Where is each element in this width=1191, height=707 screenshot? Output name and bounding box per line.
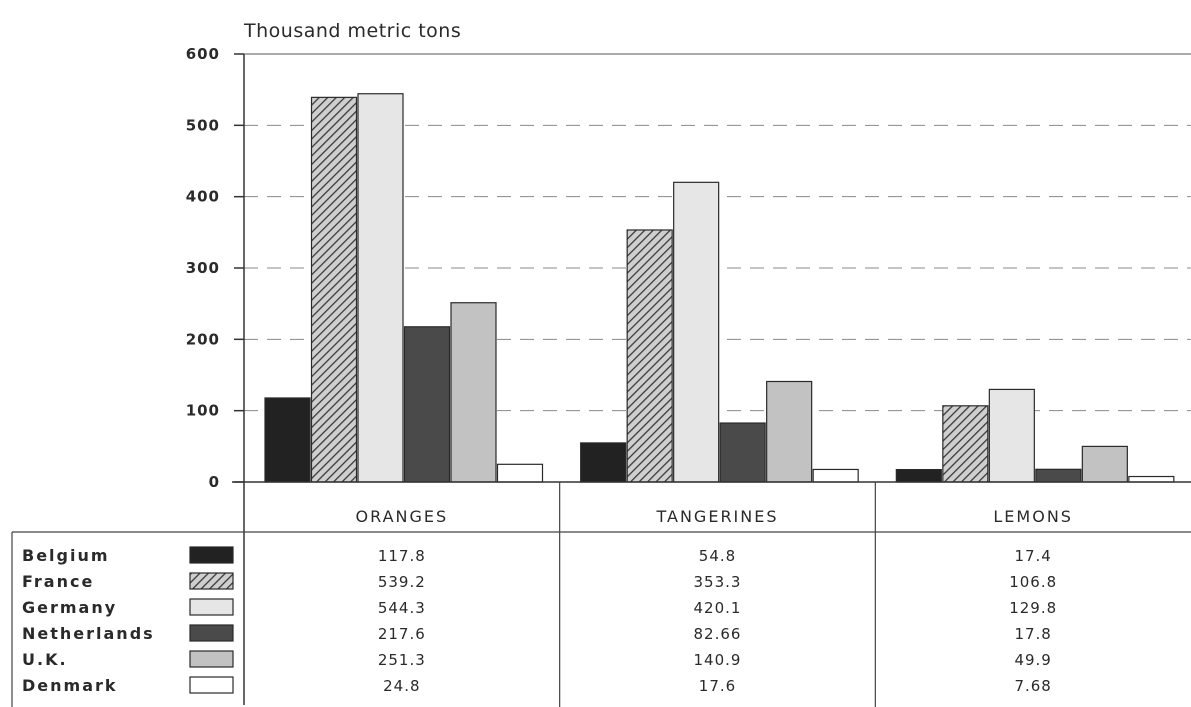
cell-denmark-tangerines: 17.6 — [699, 677, 736, 695]
cell-belgium-lemons: 17.4 — [1014, 547, 1051, 565]
cell-denmark-oranges: 24.8 — [383, 677, 420, 695]
bar-denmark-lemons — [1128, 475, 1175, 483]
cell-u-k-lemons: 49.9 — [1014, 651, 1051, 669]
bar-denmark-oranges — [496, 463, 544, 483]
bar-belgium-lemons — [895, 468, 942, 483]
cell-u-k-tangerines: 140.9 — [694, 651, 742, 669]
cell-u-k-oranges: 251.3 — [378, 651, 426, 669]
cell-germany-lemons: 129.8 — [1009, 599, 1057, 617]
bar-denmark-tangerines — [812, 468, 859, 483]
legend-label-denmark: Denmark — [22, 676, 118, 695]
y-tick-label: 300 — [186, 259, 220, 277]
bar-germany-tangerines — [673, 181, 720, 483]
bar-netherlands-oranges — [403, 326, 451, 483]
bar-belgium-oranges — [264, 397, 311, 483]
legend-swatch-belgium — [189, 546, 234, 564]
cell-germany-oranges: 544.3 — [378, 599, 426, 617]
y-tick-label: 100 — [186, 402, 220, 420]
cell-belgium-tangerines: 54.8 — [699, 547, 736, 565]
bar-france-lemons — [942, 405, 989, 483]
cell-netherlands-tangerines: 82.66 — [694, 625, 742, 643]
legend-label-france: France — [22, 572, 94, 591]
y-tick-label: 0 — [209, 473, 220, 491]
bar-u-k-tangerines — [766, 380, 813, 483]
legend-swatch-france — [189, 572, 234, 590]
cell-germany-tangerines: 420.1 — [694, 599, 742, 617]
bar-netherlands-tangerines — [719, 422, 766, 483]
bar-france-tangerines — [626, 229, 673, 483]
legend-label-netherlands: Netherlands — [22, 624, 155, 643]
y-tick-label: 600 — [186, 45, 220, 63]
category-label-lemons: LEMONS — [993, 507, 1073, 526]
cell-belgium-oranges: 117.8 — [378, 547, 426, 565]
y-tick-label: 400 — [186, 188, 220, 206]
legend-label-u-k: U.K. — [22, 650, 68, 669]
y-tick-label: 200 — [186, 330, 220, 348]
cell-netherlands-lemons: 17.8 — [1014, 625, 1051, 643]
category-label-tangerines: TANGERINES — [655, 507, 778, 526]
data-table: ORANGES TANGERINES LEMONS Belgium 117.8 54.8 1… — [11, 482, 1191, 707]
y-axis-ticks: 0 100 200 300 400 500 600 — [186, 45, 244, 491]
legend-label-germany: Germany — [22, 598, 117, 617]
legend-swatch-netherlands — [189, 624, 234, 642]
legend-swatch-germany — [189, 598, 234, 616]
bar-germany-lemons — [988, 388, 1035, 483]
bar-france-oranges — [310, 96, 358, 483]
y-axis-title: Thousand metric tons — [243, 20, 461, 42]
bar-u-k-lemons — [1081, 445, 1128, 483]
y-tick-label: 500 — [186, 116, 220, 134]
bar-belgium-tangerines — [580, 442, 627, 483]
legend-swatch-u-k — [189, 650, 234, 668]
bar-u-k-oranges — [450, 302, 497, 483]
bar-netherlands-lemons — [1035, 468, 1082, 483]
cell-netherlands-oranges: 217.6 — [378, 625, 426, 643]
cell-france-lemons: 106.8 — [1009, 573, 1057, 591]
cell-france-oranges: 539.2 — [378, 573, 426, 591]
legend-label-belgium: Belgium — [22, 546, 110, 565]
cell-france-tangerines: 353.3 — [694, 573, 742, 591]
cell-denmark-lemons: 7.68 — [1014, 677, 1051, 695]
bars — [264, 93, 1175, 483]
category-label-oranges: ORANGES — [356, 507, 449, 526]
legend-swatch-denmark — [189, 676, 234, 694]
bar-germany-oranges — [357, 93, 404, 483]
